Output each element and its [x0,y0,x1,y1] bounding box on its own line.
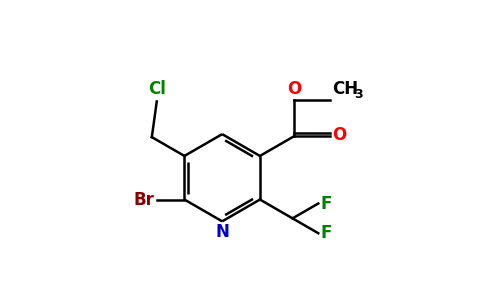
Text: Cl: Cl [148,80,166,98]
Text: 3: 3 [354,88,363,101]
Text: N: N [215,223,229,241]
Text: Br: Br [134,190,155,208]
Text: F: F [320,224,332,242]
Text: CH: CH [332,80,358,98]
Text: O: O [287,80,302,98]
Text: F: F [320,194,332,212]
Text: O: O [332,126,346,144]
